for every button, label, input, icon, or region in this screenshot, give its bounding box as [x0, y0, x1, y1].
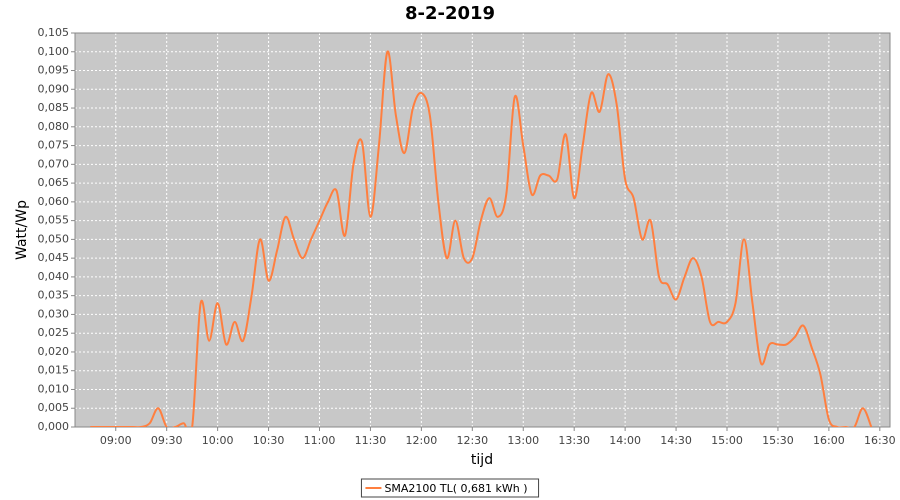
x-tick-label: 16:00 — [813, 434, 845, 447]
x-tick-label: 16:30 — [864, 434, 896, 447]
y-tick-label: 0,065 — [38, 176, 70, 189]
chart-title: 8-2-2019 — [405, 3, 495, 24]
x-tick-label: 15:30 — [762, 434, 794, 447]
y-tick-label: 0,025 — [38, 326, 70, 339]
y-tick-label: 0,100 — [38, 45, 70, 58]
y-tick-label: 0,040 — [38, 270, 70, 283]
y-tick-label: 0,085 — [38, 101, 70, 114]
plot-border — [74, 32, 891, 428]
x-tick-label: 10:30 — [253, 434, 285, 447]
y-tick-label: 0,055 — [38, 214, 70, 227]
x-tick-label: 13:00 — [507, 434, 539, 447]
y-tick-label: 0,060 — [38, 195, 70, 208]
y-tick-label: 0,020 — [38, 345, 70, 358]
legend-box — [360, 478, 540, 498]
legend-label: SMA2100 TL( 0,681 kWh ) — [384, 482, 527, 495]
plot-area — [75, 33, 890, 427]
y-tick-label: 0,080 — [38, 120, 70, 133]
legend: SMA2100 TL( 0,681 kWh ) — [360, 478, 540, 498]
x-tick-label: 12:00 — [406, 434, 438, 447]
x-tick-label: 09:00 — [100, 434, 132, 447]
y-tick-label: 0,050 — [38, 232, 70, 245]
y-tick-label: 0,030 — [38, 307, 70, 320]
y-tick-label: 0,090 — [38, 82, 70, 95]
x-tick-label: 14:00 — [609, 434, 641, 447]
y-tick-label: 0,070 — [38, 157, 70, 170]
y-tick-label: 0,010 — [38, 382, 70, 395]
y-tick-label: 0,035 — [38, 289, 70, 302]
y-tick-label: 0,095 — [38, 64, 70, 77]
y-tick-label: 0,015 — [38, 364, 70, 377]
x-tick-label: 10:00 — [202, 434, 234, 447]
x-tick-label: 15:00 — [711, 434, 743, 447]
x-tick-label: 11:00 — [304, 434, 336, 447]
y-tick-label: 0,005 — [38, 401, 70, 414]
x-tick-label: 13:30 — [558, 434, 590, 447]
line-series — [90, 50, 873, 427]
y-tick-label: 0,000 — [38, 420, 70, 433]
x-tick-label: 11:30 — [355, 434, 387, 447]
x-tick-label: 09:30 — [151, 434, 183, 447]
y-tick-label: 0,045 — [38, 251, 70, 264]
y-tick-label: 0,105 — [38, 26, 70, 39]
y-tick-label: 0,075 — [38, 139, 70, 152]
x-tick-label: 12:30 — [456, 434, 488, 447]
y-axis-label: Watt/Wp — [14, 200, 30, 260]
x-axis-label: tijd — [471, 452, 493, 468]
x-tick-label: 14:30 — [660, 434, 692, 447]
